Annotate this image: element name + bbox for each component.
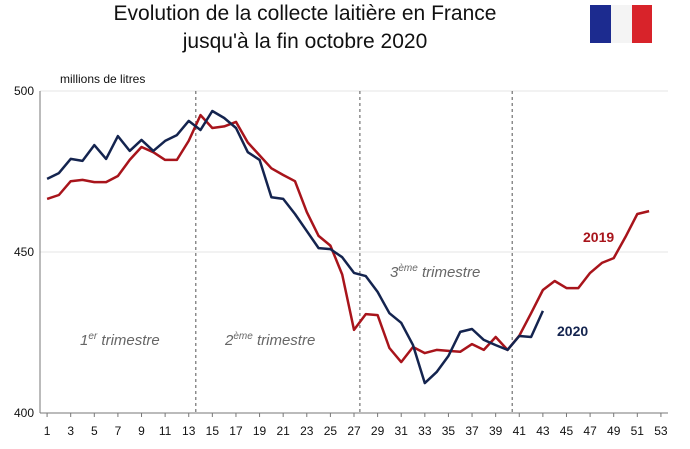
chart-title: jusqu'à la fin octobre 2020 [182, 30, 428, 53]
annotation-text: trimestre [418, 264, 481, 281]
x-tick-label: 27 [347, 424, 361, 438]
x-tick-label: 37 [465, 424, 479, 438]
flag-red [632, 5, 652, 43]
annotation: 3ème trimestre [390, 263, 480, 281]
x-tick-label: 49 [607, 424, 621, 438]
annotation-number: 2 [224, 332, 234, 349]
series-line [46, 109, 545, 385]
annotation-text: trimestre [253, 332, 316, 349]
x-tick-label: 31 [395, 424, 409, 438]
annotation-sup: ème [398, 263, 418, 274]
x-tick-label: 43 [536, 424, 550, 438]
y-tick-label: 400 [14, 406, 34, 420]
y-axis-label: millions de litres [60, 72, 145, 86]
x-tick-label: 19 [253, 424, 267, 438]
x-tick-label: 13 [182, 424, 196, 438]
series-line [46, 113, 650, 364]
x-tick-label: 25 [324, 424, 338, 438]
x-tick-label: 53 [654, 424, 668, 438]
chart-title: Evolution de la collecte laitière en Fra… [114, 2, 497, 25]
annotation-number: 3 [390, 264, 399, 281]
x-tick-label: 23 [300, 424, 314, 438]
flag-white [611, 5, 632, 43]
y-tick-label: 450 [14, 245, 34, 259]
x-tick-label: 29 [371, 424, 385, 438]
x-tick-label: 17 [229, 424, 243, 438]
x-tick-label: 5 [91, 424, 98, 438]
series-label: 2020 [557, 323, 588, 339]
x-tick-label: 47 [583, 424, 597, 438]
x-tick-label: 21 [276, 424, 290, 438]
annotation-text: trimestre [97, 332, 160, 349]
annotation-sup: er [88, 331, 98, 342]
x-tick-label: 45 [560, 424, 574, 438]
x-tick-label: 1 [44, 424, 51, 438]
x-tick-label: 3 [67, 424, 74, 438]
x-tick-label: 35 [442, 424, 456, 438]
x-tick-label: 11 [159, 424, 172, 438]
x-tick-label: 15 [206, 424, 220, 438]
x-tick-label: 39 [489, 424, 503, 438]
flag [590, 5, 652, 43]
annotation: 1er trimestre [80, 331, 160, 349]
annotation-number: 1 [80, 332, 88, 349]
x-tick-label: 33 [418, 424, 432, 438]
annotation-sup: ème [233, 331, 253, 342]
x-tick-label: 41 [513, 424, 527, 438]
series-label: 2019 [583, 229, 614, 245]
flag-blue [590, 5, 611, 43]
x-tick-label: 9 [138, 424, 145, 438]
y-tick-label: 500 [14, 84, 34, 98]
x-tick-label: 7 [115, 424, 122, 438]
annotation: 2ème trimestre [224, 331, 315, 349]
x-tick-label: 51 [631, 424, 645, 438]
